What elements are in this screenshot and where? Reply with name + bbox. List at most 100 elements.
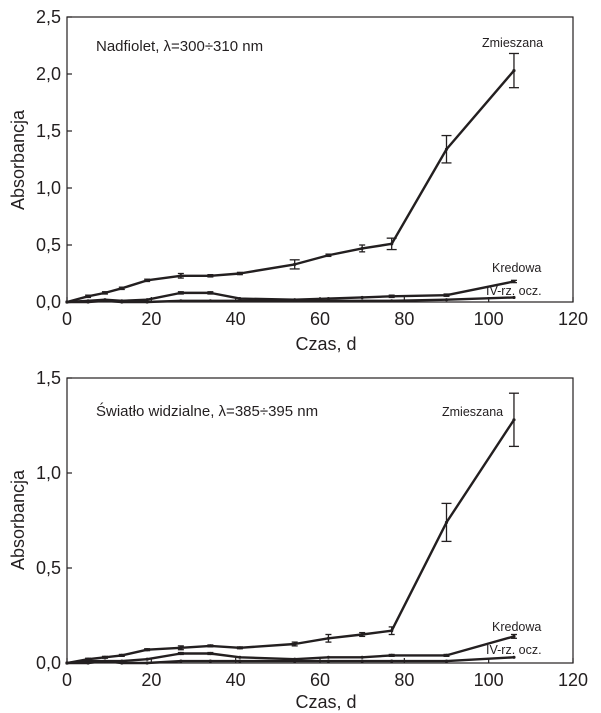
panel-title: Nadfiolet, λ=300÷310 nm — [96, 38, 263, 55]
series-label-kredowa: Kredowa — [492, 261, 541, 275]
series-label-zmieszana: Zmieszana — [442, 405, 503, 419]
data-point-kredowa — [179, 291, 183, 295]
x-tick-label: 120 — [558, 309, 588, 329]
data-point-zmieszana — [512, 68, 516, 73]
x-tick-group: 0 20 40 60 80 100 120 — [62, 297, 588, 329]
series-line-kredowa — [66, 635, 515, 665]
data-point-kredowa — [238, 296, 242, 301]
data-point-iv-rz-ocz — [145, 300, 149, 304]
series-label-iv-rz-ocz: IV-rz. ocz. — [486, 643, 542, 657]
panel-title: Światło widzialne, λ=385÷395 nm — [96, 402, 318, 420]
data-point-zmieszana — [390, 242, 394, 246]
x-tick-label: 120 — [558, 670, 588, 690]
y-tick-label: 1,0 — [36, 463, 61, 483]
data-point-zmieszana — [326, 636, 331, 640]
series-line-iv-rz-ocz — [67, 296, 515, 304]
data-point-iv-rz-ocz — [512, 655, 516, 659]
data-point-zmieszana — [444, 520, 449, 525]
data-point-iv-rz-ocz — [390, 299, 394, 303]
data-point-iv-rz-ocz — [360, 659, 364, 663]
data-point-kredowa — [360, 655, 364, 659]
data-point-iv-rz-ocz — [444, 659, 449, 663]
data-point-iv-rz-ocz — [103, 299, 107, 303]
data-point-zmieszana — [512, 418, 516, 422]
x-tick-label: 20 — [141, 670, 161, 690]
x-tick-label: 20 — [141, 309, 161, 329]
data-point-zmieszana — [86, 294, 90, 298]
x-tick-label: 80 — [394, 309, 414, 329]
x-tick-label: 100 — [474, 309, 504, 329]
data-point-zmieszana — [238, 271, 242, 276]
data-point-zmieszana — [293, 262, 297, 266]
data-point-iv-rz-ocz — [120, 300, 124, 304]
data-point-iv-rz-ocz — [326, 299, 331, 303]
series-label-kredowa: Kredowa — [492, 620, 541, 634]
y-tick-label: 1,0 — [36, 178, 61, 198]
y-tick-group: 0,0 0,5 1,0 1,5 2,0 2,5 — [36, 7, 72, 312]
x-axis-title: Czas, d — [295, 334, 356, 354]
data-point-zmieszana — [145, 648, 149, 652]
y-tick-label: 1,5 — [36, 368, 61, 388]
data-point-zmieszana — [238, 646, 242, 650]
series-group — [65, 52, 519, 304]
data-point-zmieszana — [208, 644, 212, 648]
series-line-iv-rz-ocz — [67, 656, 515, 665]
series-label-zmieszana: Zmieszana — [482, 36, 543, 50]
data-point-iv-rz-ocz — [512, 295, 516, 300]
data-point-kredowa — [326, 655, 331, 659]
data-point-zmieszana — [293, 642, 297, 646]
chart-panel-visible-light: Światło widzialne, λ=385÷395 nm Absorban… — [8, 368, 588, 712]
data-point-iv-rz-ocz — [238, 659, 242, 663]
data-point-kredowa — [444, 293, 449, 297]
data-point-iv-rz-ocz — [65, 661, 69, 665]
chart-panel-ultraviolet: Nadfiolet, λ=300÷310 nm Absorbancja Czas… — [8, 7, 588, 354]
data-point-iv-rz-ocz — [179, 659, 183, 663]
data-point-zmieszana — [103, 655, 107, 659]
x-tick-label: 40 — [226, 309, 246, 329]
data-point-zmieszana — [208, 274, 212, 278]
x-axis-title: Czas, d — [295, 692, 356, 712]
data-point-kredowa — [179, 651, 183, 656]
data-point-kredowa — [238, 655, 242, 659]
data-point-zmieszana — [120, 286, 124, 290]
y-tick-label: 0,0 — [36, 292, 61, 312]
x-tick-label: 40 — [226, 670, 246, 690]
y-tick-label: 2,0 — [36, 64, 61, 84]
plot-border — [66, 16, 574, 303]
x-tick-label: 0 — [62, 670, 72, 690]
data-point-zmieszana — [326, 253, 331, 257]
data-point-iv-rz-ocz — [103, 659, 107, 663]
data-point-kredowa — [444, 653, 449, 658]
data-point-iv-rz-ocz — [293, 299, 297, 303]
data-point-kredowa — [360, 295, 364, 300]
x-tick-group: 0 20 40 60 80 100 120 — [62, 658, 588, 690]
y-tick-label: 2,5 — [36, 7, 61, 27]
data-point-zmieszana — [179, 274, 183, 278]
series-label-iv-rz-ocz: IV-rz. ocz. — [486, 284, 542, 298]
data-point-kredowa — [145, 298, 149, 302]
y-tick-group: 0,0 0,5 1,0 1,5 — [36, 368, 72, 673]
data-point-iv-rz-ocz — [326, 659, 331, 663]
data-point-zmieszana — [120, 653, 124, 658]
data-point-iv-rz-ocz — [208, 299, 212, 303]
data-point-iv-rz-ocz — [390, 659, 394, 663]
y-tick-label: 0,5 — [36, 235, 61, 255]
y-tick-label: 0,0 — [36, 653, 61, 673]
data-point-kredowa — [208, 291, 212, 295]
data-point-iv-rz-ocz — [86, 300, 90, 304]
data-point-kredowa — [326, 296, 331, 301]
data-point-zmieszana — [179, 646, 183, 650]
x-tick-label: 60 — [310, 670, 330, 690]
x-tick-label: 100 — [474, 670, 504, 690]
y-axis-title: Absorbancja — [8, 469, 28, 570]
data-point-kredowa — [512, 279, 516, 284]
data-point-iv-rz-ocz — [238, 299, 242, 303]
data-point-iv-rz-ocz — [444, 298, 449, 302]
x-tick-label: 0 — [62, 309, 72, 329]
data-point-iv-rz-ocz — [65, 300, 69, 304]
x-tick-label: 60 — [310, 309, 330, 329]
data-point-iv-rz-ocz — [86, 661, 90, 665]
data-point-iv-rz-ocz — [145, 661, 149, 665]
data-point-kredowa — [145, 657, 149, 661]
